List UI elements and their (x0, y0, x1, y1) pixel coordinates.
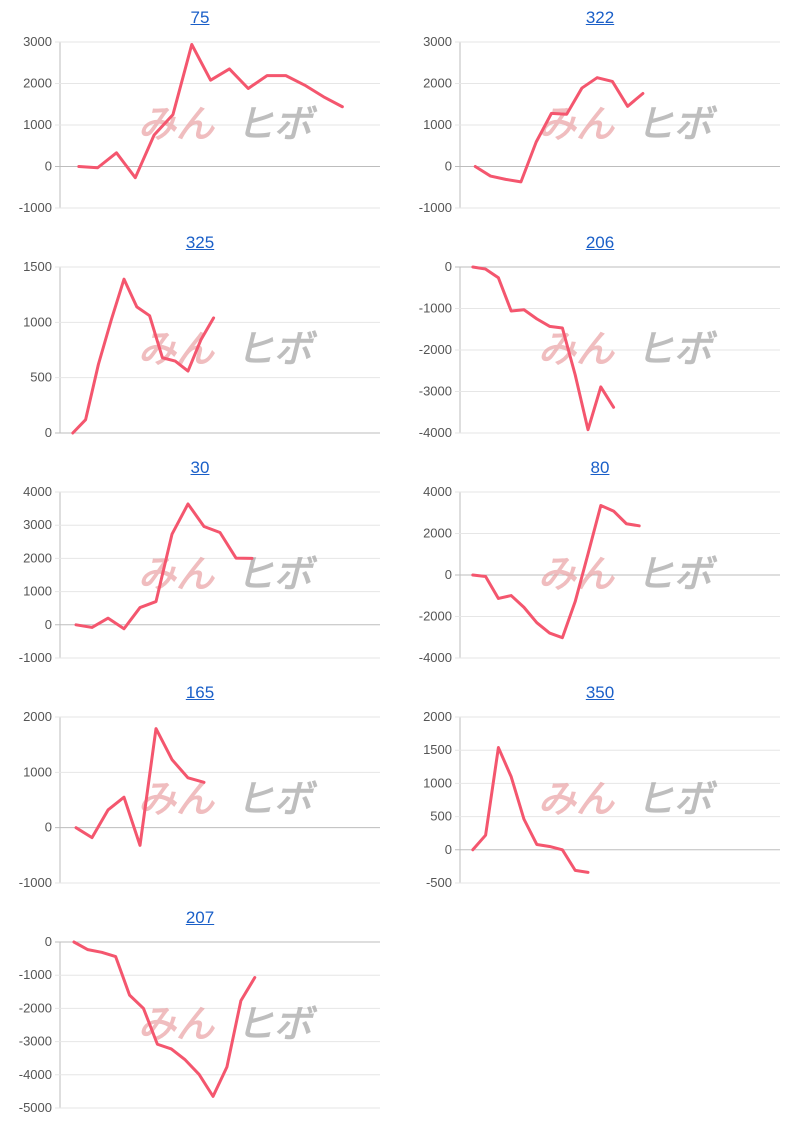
y-tick-label: 0 (45, 425, 52, 440)
watermark-part2: ヒボ (636, 779, 718, 821)
chart-title-link[interactable]: 325 (185, 233, 215, 252)
watermark-part1: みん (538, 554, 615, 596)
chart-panel: -500 0 500 1000 1500 2000 みん ヒボ 350 (400, 675, 800, 900)
chart-panel: -1000 0 1000 2000 3000 4000 みん ヒボ 30 (0, 450, 400, 675)
y-tick-label: 2000 (23, 550, 52, 565)
y-tick-label: -4000 (19, 1067, 52, 1082)
watermark-part2: ヒボ (236, 104, 318, 146)
chart-title-link[interactable]: 207 (185, 908, 215, 927)
y-tick-label: 0 (445, 567, 452, 582)
y-tick-label: -2000 (419, 342, 452, 357)
y-tick-label: 3000 (23, 517, 52, 532)
watermark-part1: みん (138, 104, 215, 146)
line-chart: -1000 0 1000 2000 3000 みん ヒボ (19, 34, 380, 215)
watermark-part2: ヒボ (636, 329, 718, 371)
watermark-part1: みん (138, 779, 215, 821)
watermark-part2: ヒボ (636, 554, 718, 596)
y-tick-label: 3000 (23, 34, 52, 49)
chart-title-link[interactable]: 350 (585, 683, 615, 702)
chart-title-link[interactable]: 75 (190, 8, 210, 27)
y-tick-label: -3000 (19, 1034, 52, 1049)
line-chart: -1000 0 1000 2000 3000 みん ヒボ (419, 34, 780, 215)
y-tick-label: 1000 (23, 764, 52, 779)
y-tick-label: -4000 (419, 425, 452, 440)
chart-panel: -5000 -4000 -3000 -2000 -1000 0 みん ヒボ 207 (0, 900, 400, 1125)
y-tick-label: 4000 (23, 484, 52, 499)
y-tick-label: 1500 (23, 259, 52, 274)
y-tick-label: 2000 (423, 526, 452, 541)
y-tick-label: -1000 (19, 875, 52, 890)
series-line (72, 940, 257, 1098)
series-line (77, 42, 344, 180)
line-chart: -4000 -3000 -2000 -1000 0 みん ヒボ (419, 259, 780, 440)
series-line (473, 76, 645, 184)
chart-title-link[interactable]: 30 (190, 458, 210, 477)
line-chart: -4000 -2000 0 2000 4000 みん ヒボ (419, 484, 780, 665)
watermark-part2: ヒボ (636, 104, 718, 146)
watermark-part2: ヒボ (236, 1004, 318, 1046)
y-tick-label: 0 (445, 259, 452, 274)
y-tick-label: 1000 (423, 117, 452, 132)
y-tick-label: 0 (45, 159, 52, 174)
y-tick-label: 500 (430, 809, 452, 824)
chart-title-link[interactable]: 80 (590, 458, 610, 477)
y-tick-label: 2000 (23, 76, 52, 91)
chart-panel: -1000 0 1000 2000 みん ヒボ 165 (0, 675, 400, 900)
series-line (74, 502, 254, 631)
y-tick-label: 3000 (423, 34, 452, 49)
y-tick-label: 500 (30, 370, 52, 385)
watermark-part2: ヒボ (236, 329, 318, 371)
y-tick-label: 0 (45, 617, 52, 632)
y-tick-label: -3000 (419, 384, 452, 399)
line-chart: -500 0 500 1000 1500 2000 みん ヒボ (423, 709, 780, 890)
y-tick-label: -2000 (19, 1000, 52, 1015)
watermark-part1: みん (538, 779, 615, 821)
y-tick-label: -1000 (19, 967, 52, 982)
line-chart: -1000 0 1000 2000 3000 4000 みん ヒボ (19, 484, 380, 665)
chart-panel: -4000 -2000 0 2000 4000 みん ヒボ 80 (400, 450, 800, 675)
y-tick-label: 2000 (23, 709, 52, 724)
y-tick-label: -1000 (419, 301, 452, 316)
watermark-part1: みん (138, 554, 215, 596)
y-tick-label: 0 (445, 159, 452, 174)
y-tick-label: -500 (426, 875, 452, 890)
y-tick-label: 1000 (23, 117, 52, 132)
y-tick-label: -1000 (419, 200, 452, 215)
chart-panel: -1000 0 1000 2000 3000 みん ヒボ 322 (400, 0, 800, 225)
watermark-part1: みん (538, 329, 615, 371)
series-line (74, 727, 206, 847)
chart-title-link[interactable]: 322 (585, 8, 615, 27)
y-tick-label: -5000 (19, 1100, 52, 1115)
y-tick-label: 0 (45, 934, 52, 949)
y-tick-label: 2000 (423, 76, 452, 91)
chart-panel: -4000 -3000 -2000 -1000 0 みん ヒボ 206 (400, 225, 800, 450)
series-line (71, 277, 216, 435)
series-line (471, 503, 641, 640)
watermark-part2: ヒボ (236, 554, 318, 596)
y-tick-label: 1000 (23, 314, 52, 329)
y-tick-label: -1000 (19, 650, 52, 665)
y-tick-label: 0 (445, 842, 452, 857)
y-tick-label: -2000 (419, 609, 452, 624)
y-tick-label: 1000 (23, 584, 52, 599)
watermark-part2: ヒボ (236, 779, 318, 821)
line-chart: -1000 0 1000 2000 みん ヒボ (19, 709, 380, 890)
series-line (471, 746, 590, 874)
chart-panel: 0 500 1000 1500 みん ヒボ 325 (0, 225, 400, 450)
y-tick-label: -1000 (19, 200, 52, 215)
chart-title-link[interactable]: 206 (585, 233, 615, 252)
y-tick-label: 1000 (423, 775, 452, 790)
y-tick-label: 4000 (423, 484, 452, 499)
y-tick-label: -4000 (419, 650, 452, 665)
chart-panel: -1000 0 1000 2000 3000 みん ヒボ 75 (0, 0, 400, 225)
chart-title-link[interactable]: 165 (185, 683, 215, 702)
series-line (471, 265, 616, 432)
y-tick-label: 0 (45, 820, 52, 835)
watermark-part1: みん (538, 104, 615, 146)
y-tick-label: 1500 (423, 742, 452, 757)
y-tick-label: 2000 (423, 709, 452, 724)
